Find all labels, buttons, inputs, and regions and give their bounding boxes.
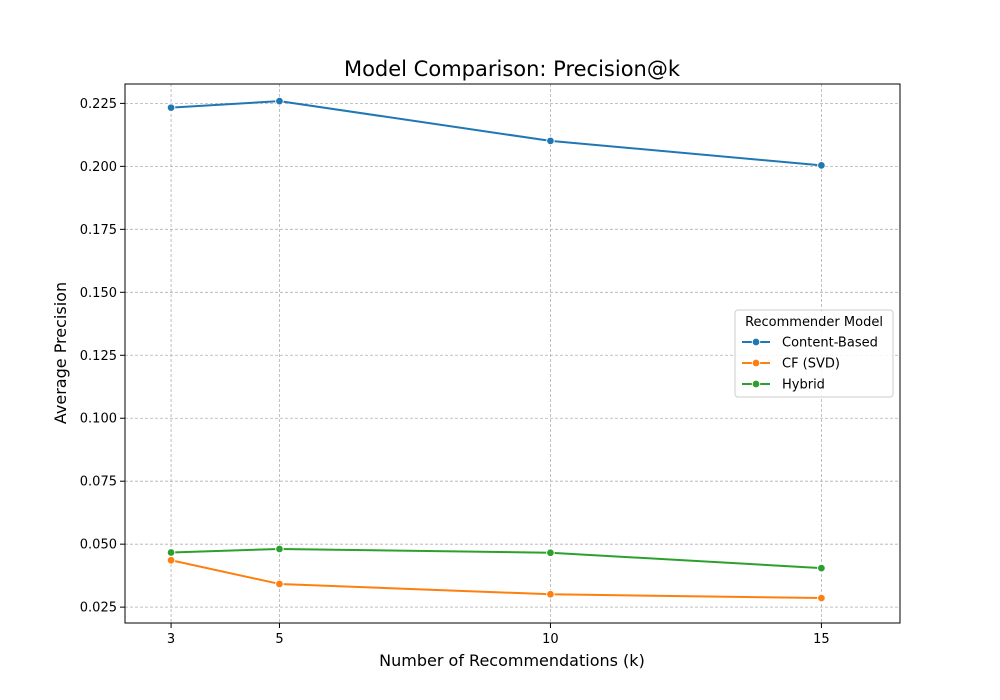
series-line bbox=[171, 547, 822, 570]
chart-title: Model Comparison: Precision@k bbox=[344, 57, 681, 81]
data-point bbox=[166, 548, 176, 557]
series-line bbox=[170, 559, 822, 600]
x-axis-label: Number of Recommendations (k) bbox=[379, 651, 645, 670]
x-tick-label: 3 bbox=[167, 632, 175, 647]
data-point bbox=[166, 556, 176, 565]
legend-label: Hybrid bbox=[782, 378, 825, 393]
plot-frame bbox=[124, 83, 901, 624]
legend-label: Content-Based bbox=[782, 336, 878, 351]
data-point bbox=[275, 579, 284, 589]
legend-box bbox=[734, 309, 894, 398]
series-layer bbox=[166, 96, 826, 603]
y-tick-label: 0.075 bbox=[80, 475, 117, 490]
legend-item: Content-Based bbox=[742, 336, 878, 351]
x-tick-label: 15 bbox=[813, 632, 830, 647]
series-hybrid bbox=[166, 544, 826, 573]
y-tick-label: 0.125 bbox=[80, 349, 117, 364]
data-point bbox=[817, 593, 826, 603]
y-axis-label: Average Precision bbox=[51, 282, 70, 424]
legend-swatch-marker bbox=[751, 358, 761, 368]
legend-item: CF (SVD) bbox=[742, 357, 840, 372]
y-tick-label: 0.050 bbox=[80, 538, 117, 553]
legend-swatch-marker bbox=[751, 337, 761, 347]
y-tick-label: 0.150 bbox=[80, 286, 117, 301]
y-tick-label: 0.200 bbox=[80, 160, 117, 175]
data-point bbox=[546, 548, 555, 557]
series-line bbox=[171, 100, 822, 167]
x-tick-label: 10 bbox=[542, 632, 559, 647]
data-point bbox=[275, 544, 284, 554]
legend: Recommender Model Content-Based CF (SVD) H… bbox=[734, 309, 894, 398]
legend-label: CF (SVD) bbox=[782, 357, 840, 372]
legend-swatch-marker bbox=[751, 379, 761, 389]
data-point bbox=[275, 96, 284, 106]
y-tick-label: 0.225 bbox=[80, 97, 117, 112]
series-content-based bbox=[166, 96, 826, 170]
y-tick-label: 0.100 bbox=[80, 412, 117, 427]
y-tick-label: 0.025 bbox=[80, 601, 117, 616]
data-point bbox=[546, 136, 555, 146]
data-point bbox=[817, 161, 826, 170]
data-point bbox=[166, 103, 176, 112]
legend-item: Hybrid bbox=[742, 378, 825, 393]
legend-items: Content-Based CF (SVD) Hybrid bbox=[742, 336, 878, 393]
y-tick-label: 0.175 bbox=[80, 223, 117, 238]
series-cf-svd bbox=[166, 556, 826, 603]
x-tick-label: 5 bbox=[275, 632, 283, 647]
data-point bbox=[546, 590, 555, 599]
axes: 3 5 10 15 0.025 0.050 0.075 0.100 0.125 0.150 0.17… bbox=[80, 97, 830, 647]
data-point bbox=[817, 563, 826, 573]
legend-title: Recommender Model bbox=[745, 315, 883, 330]
